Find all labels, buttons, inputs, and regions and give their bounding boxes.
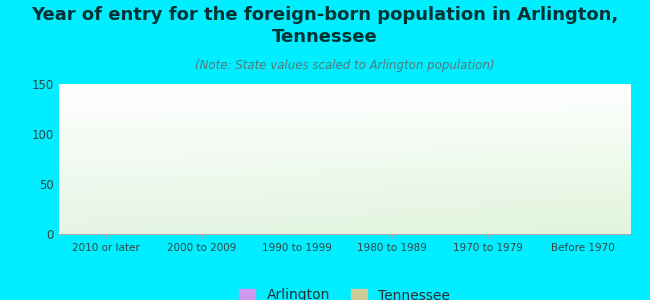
Bar (263, 139, 297, 234)
Legend: Arlington, Tennessee: Arlington, Tennessee (233, 283, 456, 300)
Bar (297, 190, 330, 234)
Text: City-Data.com: City-Data.com (544, 88, 619, 98)
Bar (168, 115, 202, 234)
Bar (73, 185, 106, 234)
Bar (106, 126, 140, 234)
Bar (488, 223, 521, 234)
Bar (583, 222, 616, 234)
Bar (392, 213, 426, 234)
Text: Year of entry for the foreign-born population in Arlington,
Tennessee: Year of entry for the foreign-born popul… (31, 6, 619, 46)
Bar (202, 164, 235, 234)
Bar (454, 227, 488, 234)
Text: (Note: State values scaled to Arlington population): (Note: State values scaled to Arlington … (195, 59, 494, 72)
